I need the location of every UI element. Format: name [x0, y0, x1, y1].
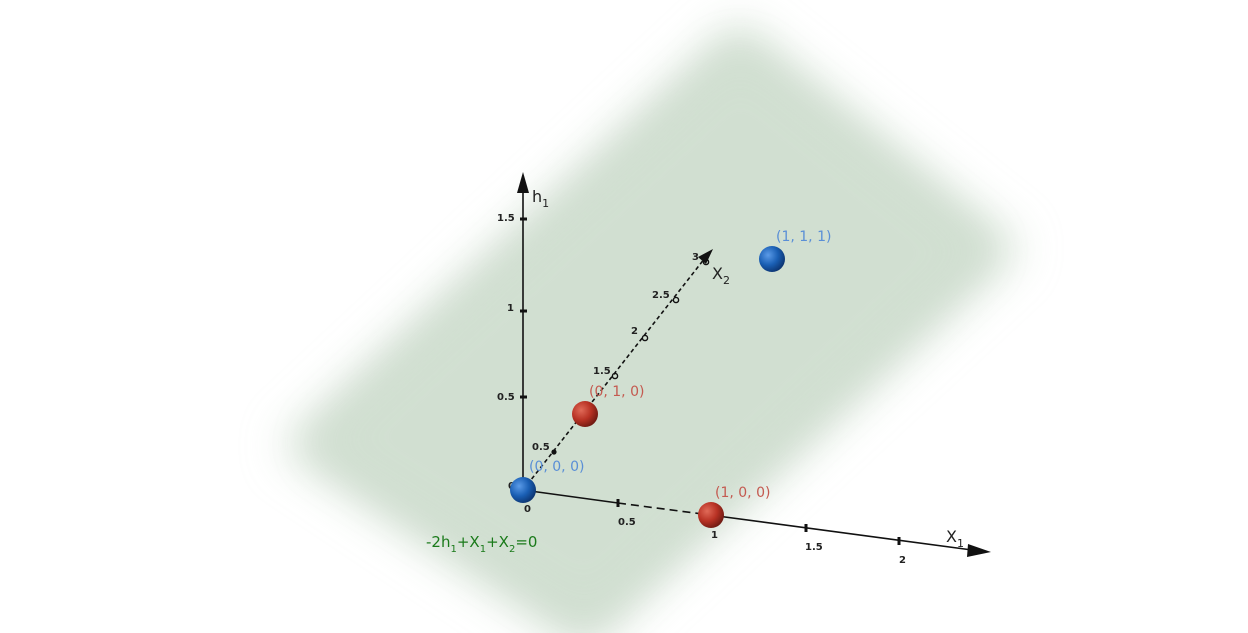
point-010-label: (0, 1, 0): [589, 384, 644, 400]
h1-axis-label: h1: [532, 187, 549, 210]
x2-tick-1.5: 1.5: [593, 366, 611, 377]
x1-tick-1.5: 1.5: [805, 542, 823, 553]
x1-tick-1: 1: [711, 530, 718, 541]
point-000: (0, 0, 0): [510, 459, 584, 503]
x2-tick-0.5: 0.5: [532, 442, 550, 453]
point-000-label: (0, 0, 0): [529, 459, 584, 475]
x1-axis-label: X1: [946, 527, 964, 550]
point-111: (1, 1, 1): [759, 229, 831, 272]
plane-core: [310, 48, 990, 622]
h1-tick-0.5: 0.5: [497, 392, 515, 403]
h1-axis: 0.5 1 1.5 h1: [497, 172, 549, 490]
x2-tick-2.5: 2.5: [652, 290, 670, 301]
point-100: (1, 0, 0): [698, 485, 770, 528]
x2-axis-label: X2: [712, 264, 730, 287]
x1-tick-0.5: 0.5: [618, 517, 636, 528]
h1-arrowhead: [517, 172, 529, 193]
x2-tick-2: 2: [631, 326, 638, 337]
x1-axis: 0.5 1 1.5 2 X1: [522, 489, 991, 566]
h1-tick-1: 1: [507, 303, 514, 314]
x1-tick-2: 2: [899, 555, 906, 566]
h1-tick-1.5: 1.5: [497, 213, 515, 224]
point-010: (0, 1, 0): [572, 384, 644, 427]
plane-equation-label: -2h1+X1+X2=0: [426, 533, 537, 555]
point-100-label: (1, 0, 0): [715, 485, 770, 501]
x2-arrowhead: [698, 249, 713, 264]
x2-axis: 0.5 1.5 2 2.5 3 X2: [522, 249, 730, 491]
x2-tick-3: 3: [692, 252, 699, 263]
x1-arrowhead: [967, 544, 991, 557]
origin-tick-x1: 0: [524, 504, 531, 515]
point-111-label: (1, 1, 1): [776, 229, 831, 245]
